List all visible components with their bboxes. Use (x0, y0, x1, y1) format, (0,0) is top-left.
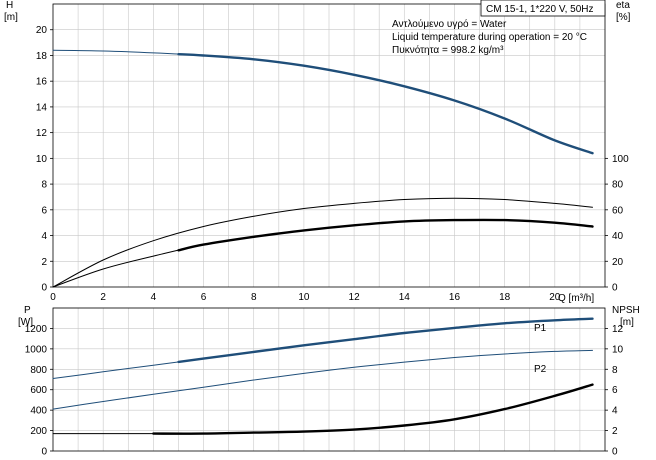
right-tick-label: 20 (612, 257, 624, 268)
series-label-p2: P2 (534, 364, 547, 375)
right-tick-label: 6 (612, 385, 618, 396)
h-axis-unit: [m] (4, 12, 18, 23)
h-axis-name: H (6, 0, 13, 11)
x-tick-label: 6 (201, 292, 207, 303)
series-line-duty-range (152, 383, 594, 435)
left-tick-label: 2 (41, 257, 47, 268)
info-fluid: Αντλούμενο υγρό = Water (392, 18, 507, 30)
x-tick-label: 18 (499, 292, 511, 303)
x-tick-label: 12 (349, 292, 361, 303)
left-tick-label: 8 (41, 180, 47, 191)
left-tick-label: 20 (36, 25, 48, 36)
series-label-p1: P1 (534, 323, 547, 334)
left-tick-label: 18 (36, 51, 48, 62)
series-line-duty-range (177, 53, 594, 155)
npsh-axis-name: NPSH (612, 305, 640, 316)
series-layer (52, 49, 594, 435)
series-line (52, 349, 593, 410)
left-tick-label: 800 (30, 365, 47, 376)
left-tick-label: 6 (41, 205, 47, 216)
eta-axis-name: eta (616, 0, 630, 11)
right-tick-label: 8 (612, 365, 618, 376)
right-tick-label: 12 (612, 324, 624, 335)
right-tick-label: 0 (612, 283, 618, 294)
left-tick-label: 14 (36, 102, 48, 113)
x-tick-label: 8 (251, 292, 257, 303)
eta-axis-unit: [%] (616, 12, 631, 23)
left-tick-label: 10 (36, 154, 48, 165)
left-tick-label: 400 (30, 406, 47, 417)
left-tick-label: 0 (41, 283, 47, 294)
title-box-text: CM 15-1, 1*220 V, 50Hz (486, 4, 593, 15)
left-tick-label: 600 (30, 385, 47, 396)
series-line (52, 384, 593, 435)
p-axis-unit: [W] (18, 317, 33, 328)
npsh-axis-unit: [m] (620, 317, 634, 328)
info-temperature: Liquid temperature during operation = 20… (392, 32, 587, 43)
left-tick-label: 0 (41, 447, 47, 458)
right-tick-label: 4 (612, 406, 618, 417)
left-tick-label: 16 (36, 77, 48, 88)
x-tick-label: 2 (100, 292, 106, 303)
right-tick-label: 60 (612, 205, 624, 216)
right-tick-label: 100 (612, 154, 629, 165)
series-line (52, 49, 593, 154)
left-tick-label: 1200 (25, 324, 48, 335)
left-tick-label: 4 (41, 231, 47, 242)
q-axis-label: Q [m³/h] (558, 293, 594, 304)
x-tick-label: 14 (399, 292, 411, 303)
title-box (480, 0, 606, 17)
x-tick-label: 10 (298, 292, 310, 303)
plot-frames (52, 3, 606, 452)
series-line-duty-range (177, 317, 594, 364)
series-line (52, 197, 593, 288)
right-tick-label: 80 (612, 180, 624, 191)
series-line (52, 219, 593, 288)
p-axis-name: P (24, 305, 31, 316)
info-density: Πυκνότητα = 998.2 kg/m³ (392, 44, 504, 56)
x-tick-label: 20 (549, 292, 561, 303)
plot-frame (52, 307, 606, 452)
series-line-duty-range (177, 218, 594, 252)
right-tick-label: 10 (612, 344, 624, 355)
plot-frame (52, 3, 606, 288)
left-tick-label: 1000 (25, 344, 48, 355)
right-tick-label: 0 (612, 447, 618, 458)
right-tick-label: 2 (612, 426, 618, 437)
left-tick-label: 200 (30, 426, 47, 437)
left-tick-label: 12 (36, 128, 48, 139)
grid-layer (53, 4, 605, 451)
x-tick-label: 16 (449, 292, 461, 303)
right-tick-label: 40 (612, 231, 624, 242)
x-tick-label: 4 (151, 292, 157, 303)
x-tick-label: 0 (50, 292, 56, 303)
